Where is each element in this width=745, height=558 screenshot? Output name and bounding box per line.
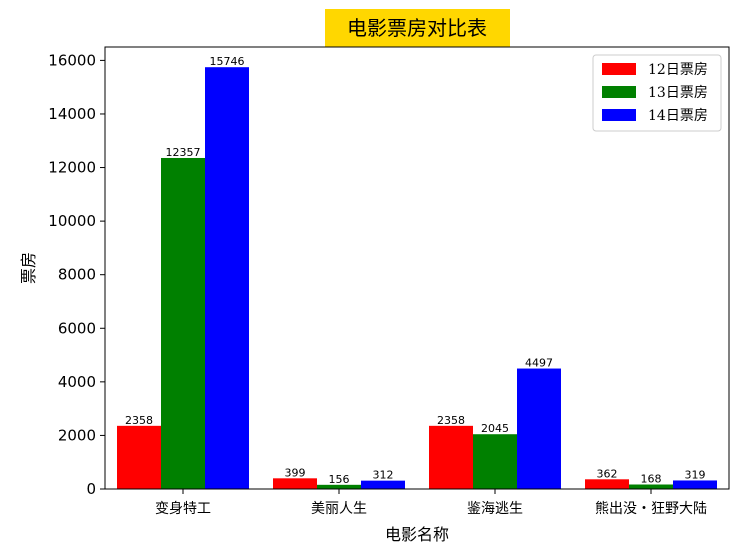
y-axis-label: 票房 [19, 252, 38, 284]
legend-swatch [602, 86, 636, 98]
y-tick-label: 10000 [48, 212, 96, 230]
y-tick-label: 0 [86, 480, 96, 498]
data-label: 2358 [125, 414, 153, 427]
data-label: 15746 [210, 55, 245, 68]
data-label: 168 [641, 472, 662, 485]
bars-layer [117, 67, 717, 489]
y-tick-label: 12000 [48, 159, 96, 177]
bar [673, 480, 717, 489]
data-label: 399 [285, 466, 306, 479]
bar [517, 368, 561, 489]
bar [161, 157, 205, 489]
bar [629, 484, 673, 489]
y-tick-label: 2000 [58, 426, 96, 444]
x-tick-label: 鉴海逃生 [467, 501, 523, 517]
legend-swatch [602, 63, 636, 75]
x-tick-label: 变身特工 [155, 501, 211, 517]
y-tick-label: 6000 [58, 319, 96, 337]
legend-label: 14日票房 [648, 108, 708, 124]
data-label: 2358 [437, 414, 465, 427]
chart-title-background [325, 9, 510, 47]
data-label: 319 [685, 468, 706, 481]
bar [317, 484, 361, 489]
chart-title: 电影票房对比表 [325, 9, 510, 47]
bar [429, 425, 473, 489]
bar [205, 67, 249, 489]
data-label: 362 [597, 467, 618, 480]
y-tick-label: 14000 [48, 105, 96, 123]
data-label: 12357 [166, 146, 201, 159]
y-tick-label: 8000 [58, 266, 96, 284]
bar [361, 480, 405, 489]
data-label: 156 [329, 473, 350, 486]
legend-swatch [602, 109, 636, 121]
x-tick-label: 美丽人生 [311, 501, 367, 517]
bar [117, 425, 161, 489]
data-label: 312 [373, 469, 394, 482]
bar [585, 479, 629, 489]
bar [273, 478, 317, 489]
bar [473, 434, 517, 489]
y-tick-label: 16000 [48, 51, 96, 69]
data-label: 2045 [481, 422, 509, 435]
data-labels-layer: 2358 12357 15746 399 156 312 2358 2045 4497 362 16… [125, 55, 706, 486]
legend-label: 12日票房 [648, 62, 708, 78]
x-axis-label: 电影名称 [385, 525, 449, 544]
legend: 12日票房 13日票房 14日票房 [592, 54, 722, 132]
y-tick-label: 4000 [58, 373, 96, 391]
x-tick-label: 熊出没・狂野大陆 [595, 501, 707, 517]
axes-layer: 变身特工 美丽人生 鉴海逃生 熊出没・狂野大陆 0 2000 4000 6000 8000 100… [48, 51, 707, 517]
data-label: 4497 [525, 357, 553, 370]
plot-frame [104, 46, 730, 490]
legend-label: 13日票房 [648, 85, 708, 101]
chart-title-text: 电影票房对比表 [347, 16, 487, 40]
